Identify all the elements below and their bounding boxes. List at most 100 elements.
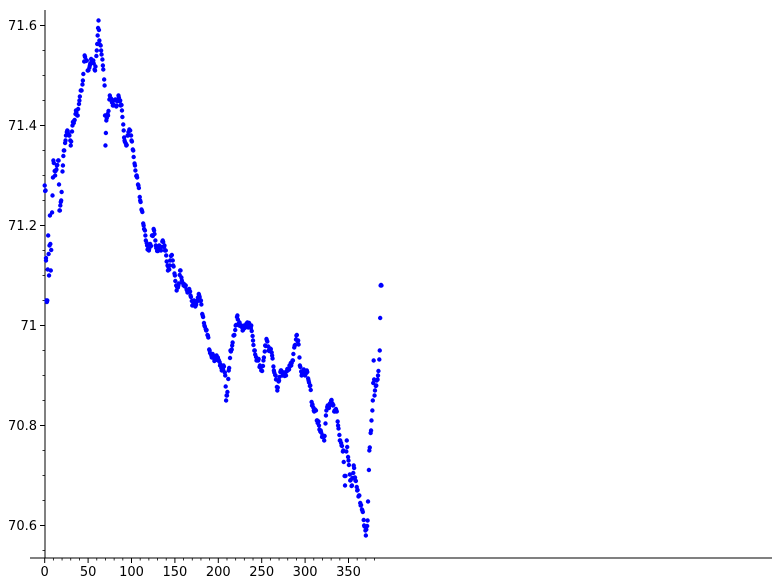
data-point: [119, 108, 125, 113]
data-point: [322, 433, 327, 439]
data-point: [224, 393, 229, 398]
data-point: [84, 58, 90, 63]
data-point: [316, 419, 321, 424]
data-point: [347, 472, 352, 477]
data-point: [129, 139, 135, 144]
data-point: [250, 338, 256, 343]
data-point: [339, 443, 345, 449]
data-point: [294, 332, 300, 338]
data-point: [121, 128, 126, 133]
data-point: [42, 188, 48, 194]
data-point: [169, 252, 175, 258]
data-point: [197, 294, 202, 300]
data-point: [128, 128, 133, 133]
data-point: [358, 502, 364, 508]
data-point: [69, 129, 75, 134]
data-point: [223, 398, 229, 403]
data-point: [199, 302, 204, 307]
data-point: [377, 348, 382, 353]
data-point: [364, 523, 370, 529]
y-tick-label: 71.6: [8, 19, 37, 34]
data-point: [375, 377, 380, 382]
data-point: [226, 376, 231, 382]
data-point: [227, 355, 233, 361]
data-point: [329, 397, 334, 403]
data-point: [45, 267, 50, 272]
data-point: [206, 347, 212, 352]
data-point: [345, 444, 350, 450]
data-point: [46, 251, 51, 257]
data-point: [271, 364, 276, 369]
data-point: [99, 52, 104, 57]
data-point: [323, 413, 329, 418]
data-point: [106, 108, 111, 114]
data-point: [77, 98, 82, 103]
data-point: [49, 210, 55, 215]
data-point: [163, 248, 168, 253]
data-point: [116, 95, 122, 100]
data-point: [59, 189, 64, 195]
data-point: [210, 351, 215, 357]
y-tick-label: 70.6: [8, 519, 37, 534]
data-point: [322, 438, 327, 443]
data-point: [200, 314, 206, 320]
data-point: [367, 445, 372, 450]
data-point: [250, 333, 255, 339]
data-point: [76, 101, 82, 107]
data-point: [363, 533, 369, 538]
data-point: [290, 358, 295, 363]
data-point: [373, 383, 379, 389]
data-point: [357, 493, 362, 498]
data-point: [43, 255, 49, 261]
data-point: [222, 370, 228, 375]
data-point: [335, 419, 340, 424]
data-point: [120, 114, 125, 120]
data-point: [56, 182, 62, 187]
data-point: [164, 253, 169, 258]
data-point: [270, 356, 275, 361]
data-point: [171, 264, 176, 269]
data-point: [133, 168, 138, 173]
data-point: [256, 356, 261, 362]
data-point: [194, 299, 200, 304]
data-point: [102, 83, 107, 88]
data-point: [75, 106, 81, 112]
data-point: [50, 175, 56, 180]
data-point: [75, 113, 80, 118]
data-point: [173, 278, 178, 284]
data-point: [360, 509, 366, 515]
x-tick-label: 50: [80, 565, 97, 580]
data-point: [261, 355, 267, 360]
data-point: [176, 281, 182, 286]
data-point: [269, 350, 274, 355]
data-point: [272, 372, 278, 378]
data-point: [50, 193, 55, 198]
data-point: [291, 351, 296, 357]
data-point: [351, 470, 356, 476]
data-point: [170, 258, 175, 263]
data-point: [167, 267, 172, 272]
data-point: [355, 487, 360, 493]
data-point: [287, 364, 293, 369]
data-point: [98, 48, 104, 53]
data-point: [372, 393, 377, 398]
data-point: [371, 380, 376, 386]
data-point: [368, 430, 373, 436]
data-point: [283, 373, 288, 378]
data-point: [128, 133, 134, 138]
data-point: [79, 88, 84, 93]
data-point: [98, 43, 103, 48]
data-point: [225, 389, 230, 395]
data-point: [259, 368, 265, 374]
data-point: [336, 426, 341, 431]
data-point: [68, 143, 73, 148]
data-point: [326, 405, 332, 411]
data-point: [187, 289, 193, 294]
data-point: [307, 383, 313, 389]
data-point: [201, 320, 207, 326]
y-tick-label: 71.2: [8, 219, 37, 234]
data-point: [125, 133, 130, 138]
data-point: [297, 355, 302, 360]
data-point: [323, 421, 328, 426]
